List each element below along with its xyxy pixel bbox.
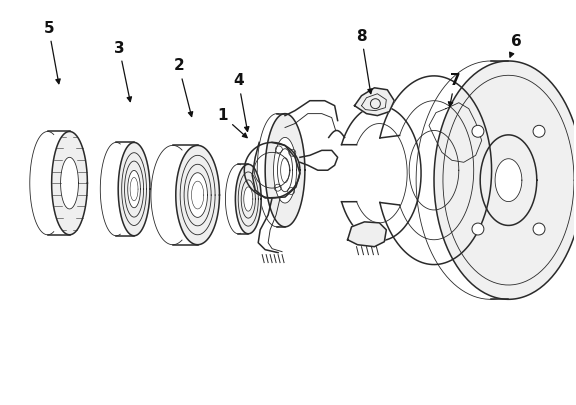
Circle shape bbox=[370, 99, 380, 109]
Text: 8: 8 bbox=[356, 29, 372, 94]
Polygon shape bbox=[52, 132, 88, 235]
Text: 4: 4 bbox=[233, 73, 249, 131]
Polygon shape bbox=[60, 157, 78, 209]
Polygon shape bbox=[236, 164, 261, 234]
Text: 7: 7 bbox=[448, 73, 460, 107]
Polygon shape bbox=[347, 222, 386, 247]
Polygon shape bbox=[274, 137, 297, 203]
Circle shape bbox=[472, 125, 484, 137]
Polygon shape bbox=[176, 145, 219, 245]
Polygon shape bbox=[124, 161, 143, 217]
Circle shape bbox=[533, 223, 545, 235]
Polygon shape bbox=[241, 180, 255, 218]
Text: 3: 3 bbox=[114, 40, 131, 102]
Text: 1: 1 bbox=[217, 108, 247, 138]
Polygon shape bbox=[355, 88, 394, 115]
Polygon shape bbox=[281, 158, 289, 183]
Polygon shape bbox=[244, 187, 253, 211]
Polygon shape bbox=[188, 173, 207, 217]
Polygon shape bbox=[265, 114, 305, 227]
Text: 5: 5 bbox=[43, 21, 60, 84]
Polygon shape bbox=[184, 164, 211, 226]
Circle shape bbox=[533, 125, 545, 137]
Polygon shape bbox=[122, 153, 146, 226]
Polygon shape bbox=[130, 177, 138, 201]
Polygon shape bbox=[118, 143, 150, 236]
Text: 2: 2 bbox=[173, 58, 193, 117]
Polygon shape bbox=[191, 181, 204, 209]
Circle shape bbox=[472, 223, 484, 235]
Polygon shape bbox=[128, 171, 141, 208]
Polygon shape bbox=[434, 61, 576, 299]
Polygon shape bbox=[495, 159, 522, 202]
Polygon shape bbox=[278, 149, 293, 192]
Polygon shape bbox=[238, 172, 259, 226]
Polygon shape bbox=[180, 156, 215, 235]
Text: 6: 6 bbox=[510, 34, 522, 57]
Polygon shape bbox=[480, 135, 537, 226]
